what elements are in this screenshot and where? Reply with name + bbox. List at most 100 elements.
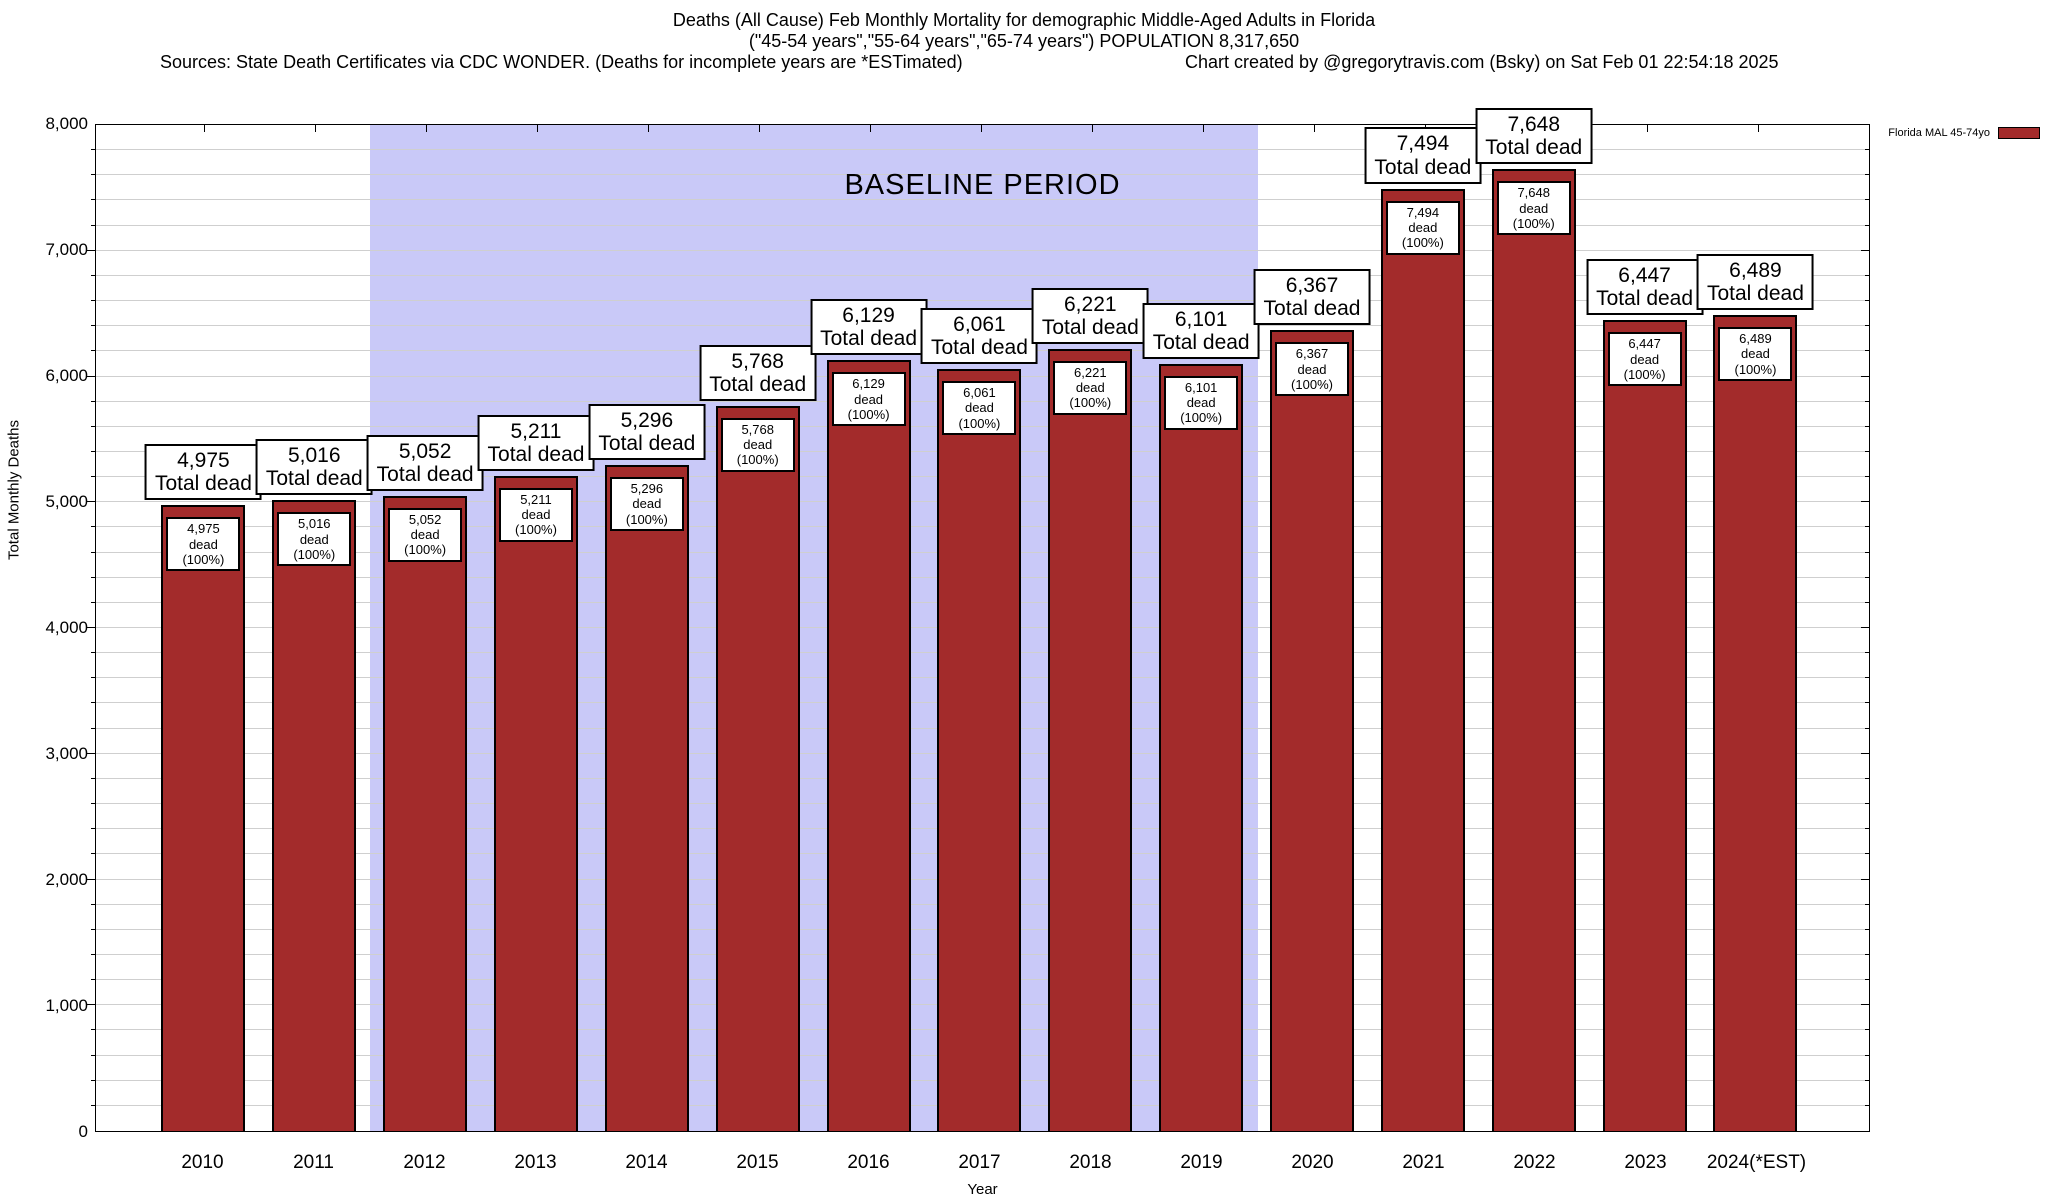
bar-2011: 5,016 dead (100%)	[272, 500, 357, 1131]
bar-inner-label: 7,494 dead (100%)	[1385, 200, 1460, 255]
bar-slot-2014: 5,296 dead (100%) 5,296 Total dead	[588, 125, 706, 1131]
y-axis-tick	[87, 627, 95, 628]
bar-2024(*EST): 6,489 dead (100%)	[1713, 315, 1798, 1131]
y-axis-tick	[87, 501, 95, 503]
y-axis-tick	[91, 300, 95, 302]
y-tick-label: 3,000	[45, 744, 88, 763]
x-axis-tick	[1202, 125, 1204, 132]
bar-slot-2010: 4,975 dead (100%) 4,975 Total dead	[144, 125, 262, 1131]
y-axis-tick	[1865, 526, 1869, 528]
bar-slot-2022: 7,648 dead (100%) 7,648 Total dead	[1475, 108, 1593, 1131]
y-axis-tick	[91, 652, 95, 654]
minor-gridline	[96, 300, 1869, 302]
bar-slot-2015: 5,768 dead (100%) 5,768 Total dead	[699, 125, 817, 1131]
y-axis-tick	[1865, 425, 1869, 427]
y-axis-tick	[1861, 878, 1869, 880]
bar-inner-label: 6,489 dead (100%)	[1718, 327, 1793, 381]
y-axis-tick	[91, 400, 95, 402]
bar-2016: 6,129 dead (100%)	[826, 360, 911, 1131]
y-tick-label: 1,000	[45, 996, 88, 1015]
y-axis-tick	[1865, 1054, 1869, 1056]
bar-total-label: 5,768 Total dead	[699, 344, 817, 401]
bar-2019: 6,101 dead (100%)	[1159, 363, 1244, 1131]
minor-gridline	[96, 274, 1869, 276]
y-axis-tick	[91, 450, 95, 452]
bar-slot-2023: 6,447 dead (100%) 6,447 Total dead	[1586, 125, 1704, 1131]
y-axis-tick	[1865, 652, 1869, 654]
y-axis-tick	[91, 803, 95, 805]
x-tick-label: 2011	[293, 1152, 334, 1173]
y-axis-tick	[1865, 350, 1869, 352]
y-axis-tick	[1861, 375, 1869, 377]
minor-gridline	[96, 199, 1869, 201]
y-axis-tick	[1865, 979, 1869, 981]
y-axis-tick	[91, 1079, 95, 1081]
bar-inner-label: 6,101 dead (100%)	[1164, 375, 1239, 430]
y-axis-tick	[91, 979, 95, 981]
bar-2010: 4,975 dead (100%)	[161, 505, 246, 1131]
y-axis-tick	[1865, 928, 1869, 930]
y-axis-tick	[87, 1004, 95, 1006]
y-axis-tick	[1865, 903, 1869, 905]
y-axis-tick	[1865, 601, 1869, 603]
x-axis-tick	[1646, 125, 1648, 132]
y-axis-tick-labels: 0 1,000 2,000 3,000 4,000 5,000 6,000 7,000 8,00…	[0, 114, 88, 1141]
minor-gridline	[96, 149, 1869, 151]
y-axis-tick	[1865, 450, 1869, 452]
x-axis-tick	[980, 125, 982, 132]
bar-inner-label: 5,052 dead (100%)	[388, 507, 463, 562]
chart-title-line1: Deaths (All Cause) Feb Monthly Mortality…	[672, 10, 1376, 30]
y-axis-tick	[1865, 551, 1869, 553]
y-axis-tick	[1861, 249, 1869, 251]
bar-2014: 5,296 dead (100%)	[604, 465, 689, 1131]
bar-inner-label: 6,367 dead (100%)	[1275, 342, 1350, 397]
bar-slot-2024(*EST): 6,489 dead (100%) 6,489 Total dead	[1696, 125, 1814, 1131]
y-axis-tick	[91, 224, 95, 226]
y-axis-tick	[91, 325, 95, 327]
y-axis-tick	[1865, 274, 1869, 276]
y-axis-tick	[1865, 325, 1869, 327]
y-axis-tick	[1865, 1029, 1869, 1031]
y-axis-tick	[1865, 476, 1869, 478]
y-axis-tick	[87, 878, 95, 880]
x-axis-tick	[425, 125, 427, 132]
y-axis-tick	[1865, 853, 1869, 855]
x-axis-tick	[758, 125, 760, 132]
y-tick-label: 4,000	[45, 618, 88, 637]
x-axis-tick	[869, 125, 871, 132]
bar-inner-label: 6,129 dead (100%)	[831, 372, 906, 427]
x-tick-label: 2022	[1513, 1152, 1556, 1173]
baseline-period-label: BASELINE PERIOD	[844, 169, 1121, 201]
y-axis-tick	[91, 953, 95, 955]
x-tick-label: 2010	[181, 1152, 224, 1173]
y-axis-tick	[91, 576, 95, 578]
bar-slot-2017: 6,061 dead (100%) 6,061 Total dead	[920, 125, 1038, 1131]
y-axis-tick	[91, 777, 95, 779]
y-tick-label: 5,000	[45, 492, 88, 511]
y-axis-tick	[91, 425, 95, 427]
chart-credit-note: Chart created by @gregorytravis.com (Bsk…	[1185, 52, 1779, 72]
y-axis-tick	[1865, 1104, 1869, 1106]
y-axis-tick	[91, 727, 95, 729]
y-axis-tick	[87, 249, 95, 251]
bar-inner-label: 6,061 dead (100%)	[942, 380, 1017, 435]
bar-total-label: 5,296 Total dead	[588, 403, 706, 461]
y-axis-tick	[91, 476, 95, 478]
bar-2015: 5,768 dead (100%)	[715, 405, 800, 1131]
y-axis-tick	[91, 149, 95, 151]
y-axis-tick	[1865, 1079, 1869, 1081]
x-axis-tick	[1313, 125, 1315, 132]
bar-2021: 7,494 dead (100%)	[1380, 188, 1465, 1131]
y-axis-tick	[91, 350, 95, 352]
y-axis-tick	[91, 174, 95, 176]
y-axis-tick	[91, 828, 95, 830]
y-axis-tick	[91, 928, 95, 930]
bar-inner-label: 5,211 dead (100%)	[499, 487, 573, 542]
legend-series-label: Florida MAL 45-74yo	[1888, 127, 1990, 139]
bar-2013: 5,211 dead (100%)	[494, 475, 578, 1131]
x-tick-label: 2018	[1069, 1152, 1112, 1173]
y-axis-tick	[1865, 953, 1869, 955]
bar-inner-label: 5,296 dead (100%)	[609, 477, 684, 532]
bar-total-label: 6,489 Total dead	[1696, 253, 1814, 311]
